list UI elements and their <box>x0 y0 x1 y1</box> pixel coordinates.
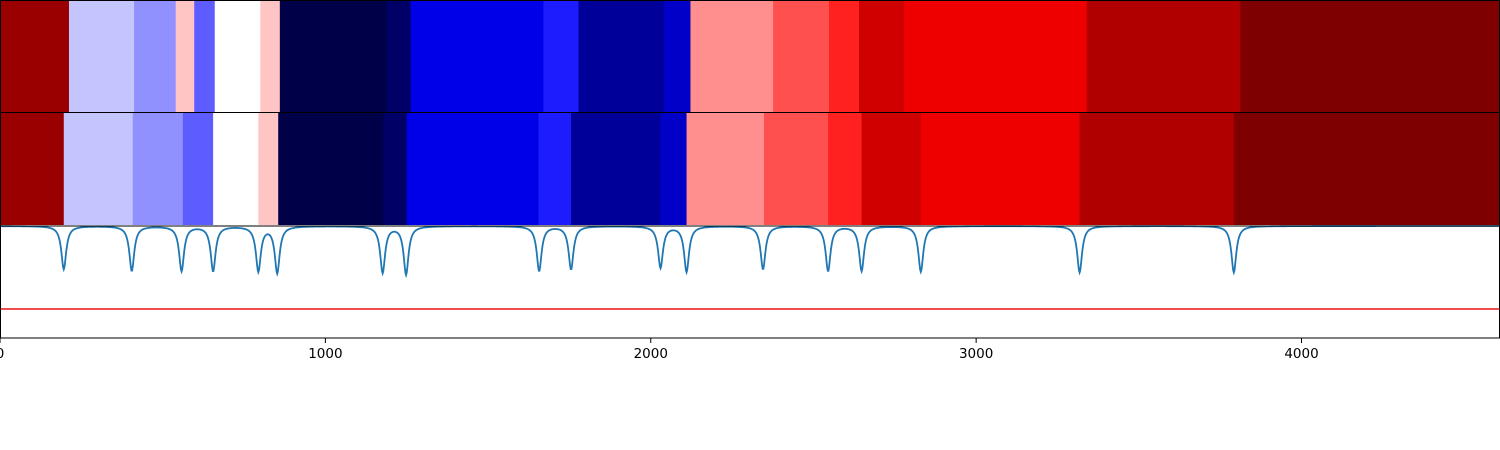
heatmap-cell <box>0 0 70 112</box>
x-tick-label: 3000 <box>959 346 993 362</box>
heatmap-cell <box>861 113 922 225</box>
heatmap-cell <box>0 113 65 225</box>
heatmap-row-bottom <box>0 113 1500 225</box>
heatmap-cell <box>132 113 184 225</box>
heatmap-cell <box>660 113 688 225</box>
heatmap-cell <box>538 113 572 225</box>
heatmap-cell <box>386 0 412 112</box>
heatmap-cell <box>1086 0 1241 112</box>
heatmap-cell <box>903 0 1088 112</box>
series-line <box>0 225 1500 279</box>
heatmap-cell <box>410 0 544 112</box>
heatmap-cell <box>182 113 214 225</box>
heatmap-cell <box>258 113 279 225</box>
heatmap-cell <box>260 0 281 112</box>
heatmap-cell <box>213 113 259 225</box>
heatmap-cell <box>1233 113 1500 225</box>
heatmap-cell <box>383 113 408 225</box>
heatmap-cell <box>686 113 765 225</box>
line-panel-background <box>0 226 1500 338</box>
heatmap-cell <box>1240 0 1500 112</box>
x-tick-label: 4000 <box>1284 346 1318 362</box>
x-axis: 0 1000 2000 3000 4000 <box>0 225 1500 362</box>
heatmap-cell <box>214 0 261 112</box>
x-tick-label: 0 <box>0 346 4 362</box>
heatmap-cell <box>68 0 135 112</box>
heatmap-cell <box>773 0 830 112</box>
heatmap-cell <box>543 0 580 112</box>
heatmap-cell <box>828 113 863 225</box>
heatmap-cell <box>690 0 774 112</box>
heatmap-cell <box>1079 113 1235 225</box>
heatmap-row-top <box>0 0 1500 112</box>
heatmap-cell <box>278 113 384 225</box>
x-tick-label: 2000 <box>634 346 668 362</box>
heatmap-cell <box>571 113 662 225</box>
heatmap-cell <box>63 113 134 225</box>
heatmap-cell <box>859 0 905 112</box>
heatmap-cell <box>578 0 665 112</box>
heatmap-cell <box>763 113 829 225</box>
heatmap-cell <box>134 0 177 112</box>
heatmap-cell <box>279 0 388 112</box>
heatmap-cell <box>194 0 216 112</box>
heatmap-cell <box>175 0 195 112</box>
x-tick-label: 1000 <box>308 346 342 362</box>
line-panel <box>0 225 1500 338</box>
heatmap-cell <box>406 113 540 225</box>
heatmap-cell <box>663 0 692 112</box>
heatmap-cell <box>829 0 860 112</box>
heatmap-cell <box>920 113 1081 225</box>
